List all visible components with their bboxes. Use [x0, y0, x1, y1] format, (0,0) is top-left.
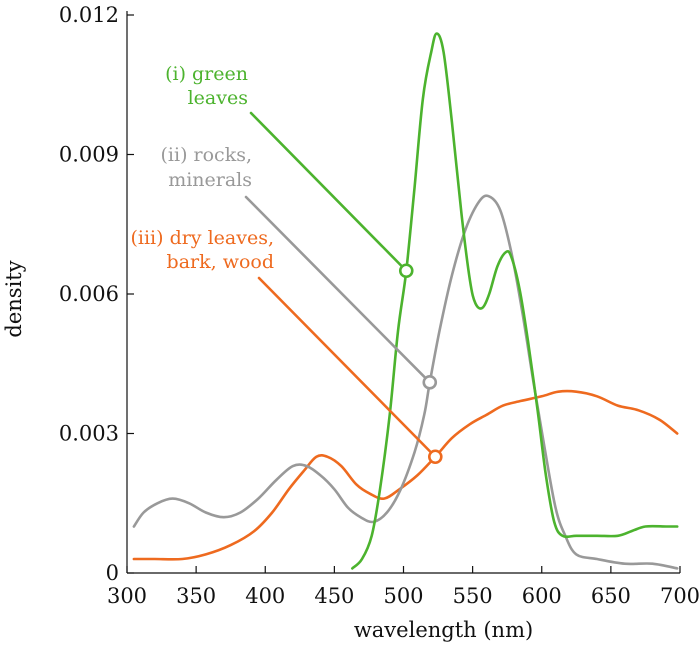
x-tick-label: 700: [660, 584, 700, 608]
y-tick-label: 0.003: [59, 422, 119, 446]
x-tick-label: 350: [176, 584, 216, 608]
leader-line-orange: [257, 276, 437, 459]
series-label-gray: (ii) rocks,: [161, 144, 252, 166]
series-label-green: (i) green: [165, 63, 248, 85]
x-axis-title: wavelength (nm): [354, 618, 533, 642]
y-tick-label: 0.012: [59, 3, 119, 27]
y-ticks: 0 0.003 0.006 0.009 0.012: [59, 3, 134, 585]
y-tick-label: 0.006: [59, 282, 119, 306]
leader-line-green: [249, 111, 408, 273]
series-label-orange: bark, wood: [167, 251, 274, 273]
y-tick-label: 0.009: [59, 143, 119, 167]
x-tick-label: 450: [314, 584, 354, 608]
y-axis-title: density: [2, 260, 26, 337]
x-tick-label: 550: [453, 584, 493, 608]
x-tick-label: 300: [107, 584, 147, 608]
y-tick-label: 0: [106, 561, 119, 585]
series-line-green: [351, 32, 679, 570]
series-label-orange: (iii) dry leaves,: [130, 227, 274, 249]
leader-line-gray: [244, 195, 432, 384]
marker-orange: [427, 449, 443, 465]
marker-gray: [422, 375, 438, 390]
series-group: [132, 32, 679, 570]
x-tick-label: 600: [522, 584, 562, 608]
series-label-gray: minerals: [168, 169, 252, 191]
marker-green: [398, 263, 414, 279]
series-line-gray: [132, 194, 679, 570]
series-label-green: leaves: [188, 87, 248, 109]
x-tick-label: 650: [591, 584, 631, 608]
axes: 300 350 400 450 500 550 600 650 700 00.0030.0060…: [59, 3, 700, 608]
x-tick-label: 500: [383, 584, 423, 608]
x-tick-label: 400: [245, 584, 285, 608]
x-ticks: 300 350 400 450 500 550 600 650 700: [107, 566, 700, 608]
